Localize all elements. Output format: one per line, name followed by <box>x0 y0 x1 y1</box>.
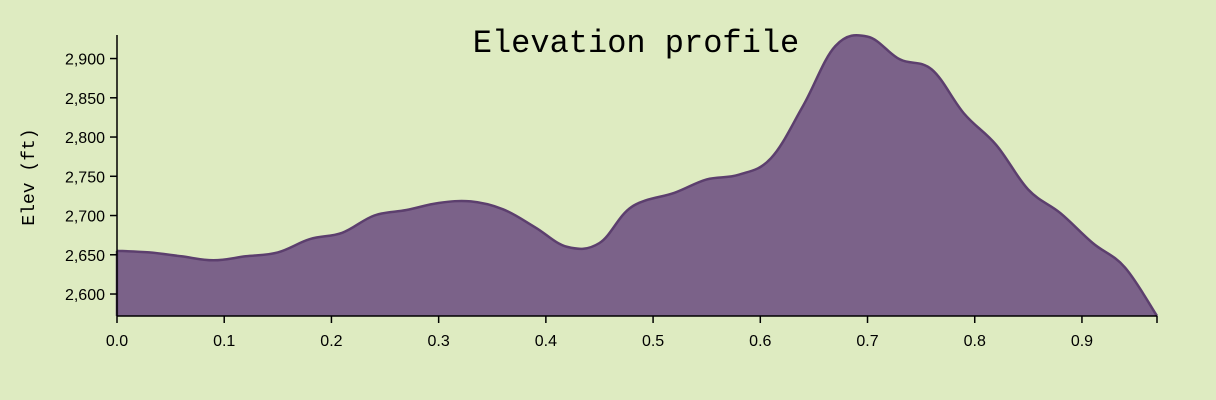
y-tick-label: 2,800 <box>65 130 105 147</box>
x-tick-label: 0.9 <box>1071 333 1093 350</box>
y-tick-label: 2,650 <box>65 248 105 265</box>
elevation-area <box>117 35 1157 317</box>
chart-title: Elevation profile <box>473 25 799 62</box>
axes-layer: 2,600 2,650 2,700 2,750 2,800 2,850 2,900 0.0 0.… <box>65 35 1158 350</box>
x-tick-label: 0.8 <box>964 333 986 350</box>
x-tick-label: 0.2 <box>320 333 342 350</box>
x-tick-label: 0.5 <box>642 333 664 350</box>
elevation-line <box>116 34 1159 317</box>
y-tick-label: 2,700 <box>65 209 105 226</box>
y-tick-label: 2,600 <box>65 287 105 304</box>
x-tick-label: 0.6 <box>749 333 771 350</box>
x-tick-label: 0.3 <box>428 333 450 350</box>
y-tick-label: 2,750 <box>65 169 105 186</box>
y-axis-title: Elev (ft) <box>20 128 40 225</box>
x-tick-label: 0.7 <box>856 333 878 350</box>
x-tick-label: 0.0 <box>106 333 128 350</box>
y-tick-label: 2,850 <box>65 91 105 108</box>
x-tick-label: 0.4 <box>535 333 557 350</box>
x-tick-label: 0.1 <box>213 333 235 350</box>
y-tick-label: 2,900 <box>65 52 105 69</box>
area-layer <box>115 34 1159 317</box>
